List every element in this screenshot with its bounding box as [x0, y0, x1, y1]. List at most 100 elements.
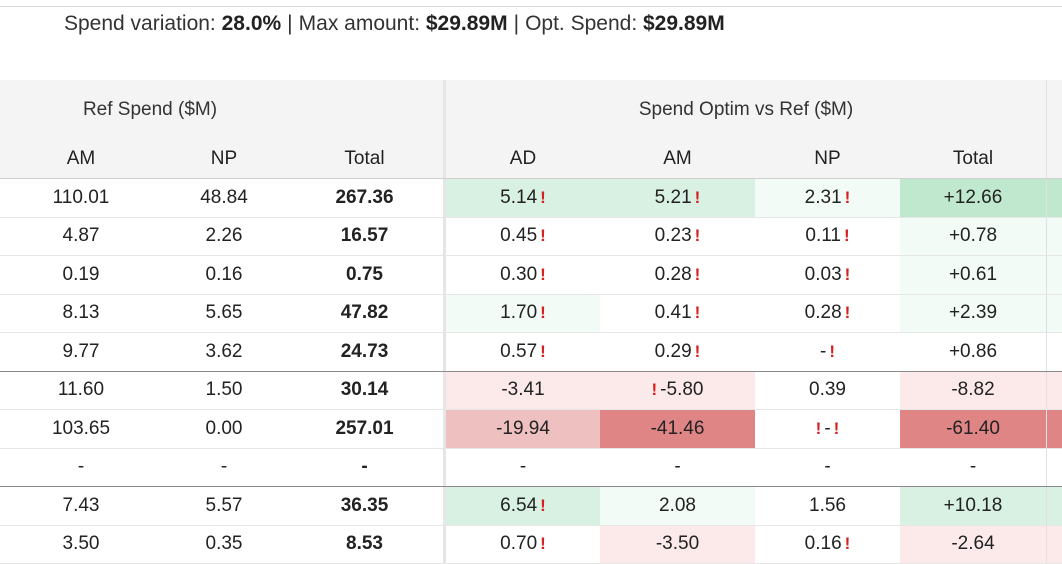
cell-ref-np: 2.26: [162, 218, 286, 256]
col-header-optim-np[interactable]: NP: [755, 139, 900, 178]
cell-value: 1.50: [206, 379, 243, 401]
cell-ref-total: 24.73: [286, 333, 443, 371]
max-amount-label: Max amount:: [299, 12, 420, 35]
cell-ref-np: 5.57: [162, 487, 286, 525]
opt-spend-value: $29.89M: [643, 12, 725, 35]
cell-value: -: [674, 456, 680, 478]
cell-value: 30.14: [341, 379, 389, 401]
column-header-row: AM NP Total AD AM NP Total: [0, 139, 1062, 179]
cell-optim-np: -: [755, 449, 900, 487]
col-header-ref-am[interactable]: AM: [0, 139, 162, 178]
group-header-spend-optim: Spend Optim vs Ref ($M): [446, 80, 1046, 139]
cell-value: 4.87: [63, 225, 100, 247]
cell-value: 0.39: [809, 379, 846, 401]
cell-optim-ad: 0.57!: [446, 333, 600, 371]
cell-value: 0.11: [805, 225, 841, 247]
cell-value: 11.60: [58, 379, 104, 401]
cell-ref-am: 11.60: [0, 372, 162, 410]
cell-value: 2.31: [805, 187, 842, 209]
column-group-divider: [443, 256, 446, 294]
cell-optim-np: !-!: [755, 410, 900, 448]
cell-value: +12.66: [944, 187, 1003, 209]
cell-ref-total: 16.57: [286, 218, 443, 256]
cell-value: 2.08: [659, 495, 696, 517]
cell-value: 103.65: [52, 418, 110, 440]
cell-optim-ad: -3.41: [446, 372, 600, 410]
cell-value: -3.50: [656, 533, 699, 555]
warning-icon: !: [816, 419, 822, 439]
col-header-optim-total[interactable]: Total: [900, 139, 1046, 178]
col-header-ref-np[interactable]: NP: [162, 139, 286, 178]
cell-ref-np: 48.84: [162, 179, 286, 217]
cell-optim-np: -!: [755, 333, 900, 371]
cell-value: 110.01: [53, 187, 110, 209]
cell-ref-am: 7.43: [0, 487, 162, 525]
cell-optim-am: 0.28!: [600, 256, 755, 294]
cell-value: 1.70: [500, 302, 537, 324]
cell-ref-np: 0.35: [162, 526, 286, 564]
warning-icon: !: [540, 496, 546, 516]
column-group-divider: [443, 139, 446, 178]
column-group-divider: [443, 526, 446, 564]
cell-value: 0.19: [63, 264, 100, 286]
cell-optim-np: 0.28!: [755, 295, 900, 333]
truncated-column: [1046, 139, 1062, 178]
warning-icon: !: [695, 226, 701, 246]
cell-optim-ad: 0.70!: [446, 526, 600, 564]
separator: |: [287, 12, 292, 35]
cell-optim-total: +0.86: [900, 333, 1046, 371]
column-group-divider: [443, 295, 446, 333]
cell-optim-np: 0.39: [755, 372, 900, 410]
col-header-ref-total[interactable]: Total: [286, 139, 443, 178]
cell-optim-total: +0.78: [900, 218, 1046, 256]
cell-value: 24.73: [341, 341, 389, 363]
warning-icon: !: [845, 265, 851, 285]
cell-ref-am: -: [0, 449, 162, 487]
cell-optim-np: 2.31!: [755, 179, 900, 217]
cell-ref-am: 0.19: [0, 256, 162, 294]
col-header-optim-am[interactable]: AM: [600, 139, 755, 178]
cell-value: 0.03: [805, 264, 842, 286]
cell-optim-total: +0.61: [900, 256, 1046, 294]
cell-value: -: [824, 456, 830, 478]
cell-value: 5.14: [500, 187, 537, 209]
cell-value: -41.46: [651, 418, 705, 440]
cell-ref-np: 0.16: [162, 256, 286, 294]
cell-value: 9.77: [63, 341, 100, 363]
cell-value: 8.13: [63, 302, 100, 324]
column-group-divider: [443, 218, 446, 256]
cell-ref-am: 8.13: [0, 295, 162, 333]
warning-icon: !: [834, 419, 840, 439]
warning-icon: !: [845, 188, 851, 208]
cell-value: 0.41: [655, 302, 692, 324]
cell-ref-total: 36.35: [286, 487, 443, 525]
cell-optim-np: 0.03!: [755, 256, 900, 294]
cell-value: -5.80: [660, 379, 703, 401]
cell-value: 257.01: [335, 418, 393, 440]
col-header-optim-ad[interactable]: AD: [446, 139, 600, 178]
cell-value: 0.28: [655, 264, 692, 286]
cell-value: 36.35: [341, 495, 389, 517]
warning-icon: !: [540, 342, 546, 362]
cell-value: 5.65: [206, 302, 243, 324]
truncated-column: [1046, 526, 1062, 564]
warning-icon: !: [540, 265, 546, 285]
cell-optim-total: +10.18: [900, 487, 1046, 525]
cell-value: -2.64: [951, 533, 994, 555]
cell-value: +0.61: [949, 264, 997, 286]
cell-value: +10.18: [944, 495, 1003, 517]
cell-ref-np: -: [162, 449, 286, 487]
cell-value: -: [820, 341, 826, 363]
cell-value: 0.35: [206, 533, 243, 555]
cell-optim-am: 2.08: [600, 487, 755, 525]
cell-ref-np: 3.62: [162, 333, 286, 371]
cell-ref-total: 30.14: [286, 372, 443, 410]
cell-optim-ad: 5.14!: [446, 179, 600, 217]
